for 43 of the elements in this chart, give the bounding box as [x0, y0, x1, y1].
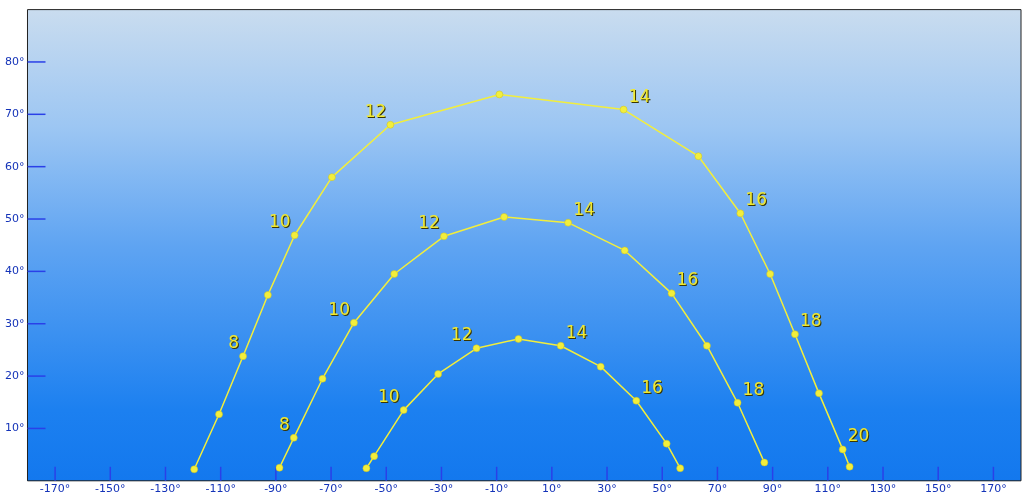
x-tick-label: -90° — [264, 482, 288, 496]
annotation: 8 — [278, 413, 290, 434]
x-tick-label: -50° — [374, 482, 398, 496]
annotation: 16 — [641, 376, 663, 397]
annotation: 14 — [573, 198, 595, 219]
y-tick-label: 70° — [5, 107, 25, 121]
x-tick-label: -110° — [205, 482, 236, 496]
x-tick-label: 10° — [542, 482, 562, 496]
y-tick-label: 20° — [5, 368, 25, 382]
y-tick-label: 30° — [5, 316, 25, 330]
annotation: 18 — [799, 310, 822, 331]
x-tick-label: -10° — [484, 482, 509, 496]
annotation: 18 — [742, 378, 765, 399]
x-tick-label: -130° — [150, 482, 181, 496]
annotation: 16 — [676, 269, 699, 290]
annotation: 20 — [847, 425, 870, 446]
x-tick-label: -150° — [95, 482, 126, 496]
y-tick-label: 50° — [5, 211, 25, 225]
annotation: 16 — [745, 189, 767, 210]
x-tick-label: -30° — [429, 482, 454, 496]
annotation: 8 — [228, 332, 240, 353]
x-tick-label: 170° — [980, 482, 1007, 496]
x-tick-label: 150° — [924, 482, 952, 496]
x-tick-label: -70° — [319, 482, 343, 496]
x-tick-label: 90° — [762, 482, 783, 496]
annotation: 12 — [450, 324, 473, 345]
annotation: 12 — [418, 212, 440, 233]
annotation: 10 — [269, 211, 291, 232]
x-tick-label: 110° — [814, 482, 842, 496]
x-tick-label: 50° — [652, 482, 672, 496]
y-tick-label: 40° — [5, 264, 25, 278]
annotation: 14 — [565, 321, 588, 342]
annotation: 10 — [328, 298, 350, 319]
x-tick-label: -170° — [39, 482, 71, 496]
x-tick-label: 30° — [597, 482, 617, 496]
y-tick-label: 10° — [5, 421, 25, 435]
x-tick-label: 130° — [869, 482, 897, 496]
x-tick-label: 70° — [707, 482, 728, 496]
annotation: 14 — [628, 85, 651, 106]
annotation: 12 — [364, 100, 387, 121]
y-tick-label: 60° — [5, 159, 25, 173]
annotation: 10 — [378, 386, 400, 407]
y-tick-label: 80° — [5, 54, 25, 68]
